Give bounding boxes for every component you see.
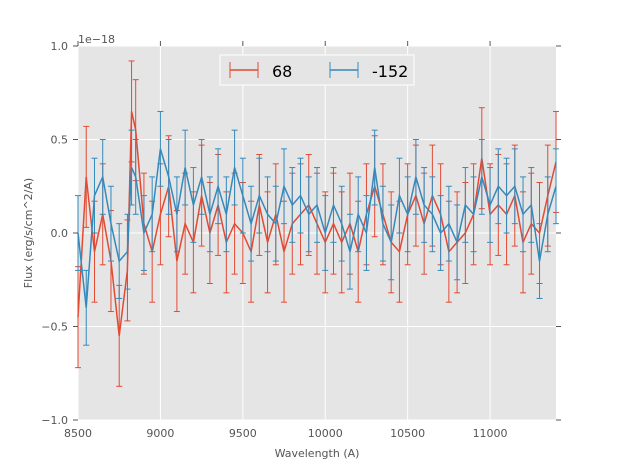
legend-marker-152	[329, 62, 359, 78]
x-tick-label: 9500	[229, 427, 257, 440]
y-tick-label: −0.5	[41, 321, 68, 334]
y-axis-label: Flux (erg/s/cm^2/A)	[22, 178, 35, 288]
legend-label-68: 68	[272, 62, 292, 81]
y-tick-label: 1.0	[51, 40, 69, 53]
ticks: 8500 9000 9500 10000 10500 11000 −1.0 −0.5 0.0 0.…	[41, 40, 561, 440]
series-group	[75, 60, 559, 387]
x-tick-label: 10500	[390, 427, 425, 440]
y-tick-label: 0.0	[51, 227, 69, 240]
y-tick-label: −1.0	[41, 414, 68, 427]
series--152	[75, 110, 559, 346]
y-tick-label: 0.5	[51, 134, 69, 147]
legend-label-152: -152	[372, 62, 408, 81]
offset-label: 1e−18	[78, 33, 115, 46]
x-tick-label: 10000	[308, 427, 343, 440]
x-tick-label: 8500	[64, 427, 92, 440]
x-tick-label: 9000	[146, 427, 174, 440]
x-axis-label: Wavelength (A)	[275, 447, 360, 460]
legend: 68 -152	[219, 54, 415, 86]
x-tick-label: 11000	[473, 427, 508, 440]
legend-marker-68	[229, 62, 259, 78]
series-line	[77, 148, 557, 308]
